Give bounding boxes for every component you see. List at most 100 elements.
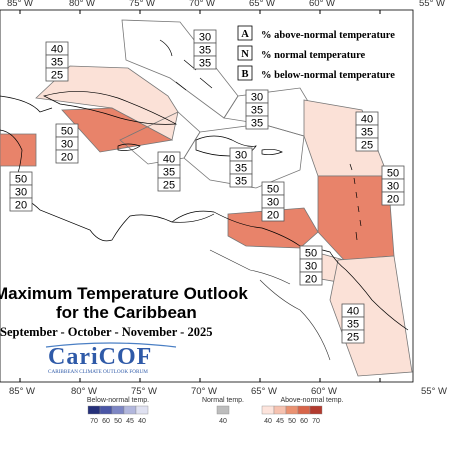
bottom-tick-label: 80° W bbox=[71, 386, 97, 397]
prob-normal-value: 30 bbox=[61, 139, 73, 151]
bottom-tick-label: 65° W bbox=[251, 386, 277, 397]
top-tick-label: 80° W bbox=[69, 0, 95, 9]
colorbar-swatch bbox=[297, 405, 311, 415]
prob-above-value: 30 bbox=[235, 150, 247, 162]
prob-below-value: 25 bbox=[163, 180, 175, 192]
zone-guianas bbox=[329, 255, 413, 377]
prob-cell bbox=[193, 55, 217, 70]
prob-below-value: 20 bbox=[15, 200, 27, 212]
colorbar-tick: 70 bbox=[90, 418, 98, 425]
colorbar-swatch bbox=[216, 405, 230, 415]
colorbar-swatch bbox=[309, 405, 323, 415]
colorbar-tick: 40 bbox=[219, 418, 227, 425]
prob-above-value: 30 bbox=[199, 32, 211, 44]
prob-above-value: 50 bbox=[387, 168, 399, 180]
colorbar: Below-normal temp. Normal temp. Above-no… bbox=[87, 397, 344, 425]
colorbar-tick: 45 bbox=[126, 418, 134, 425]
prob-below-value: 35 bbox=[251, 118, 263, 130]
colorbar-swatch bbox=[261, 405, 275, 415]
colorbar-tick: 60 bbox=[300, 418, 308, 425]
prob-below-value: 20 bbox=[267, 210, 279, 222]
top-axis: 85° W 80° W 75° W 70° W 65° W 60° W 55° … bbox=[7, 0, 445, 14]
prob-normal-value: 35 bbox=[235, 163, 247, 175]
legend-key-box bbox=[237, 25, 253, 41]
prob-below-value: 25 bbox=[361, 140, 373, 152]
colorbar-tick: 40 bbox=[264, 418, 272, 425]
logo-wordmark: CariCOF bbox=[48, 344, 152, 370]
prob-above-value: 50 bbox=[267, 184, 279, 196]
prob-cell bbox=[261, 207, 285, 222]
colorbar-swatch bbox=[285, 405, 299, 415]
colorbar-below-label: Below-normal temp. bbox=[87, 397, 149, 404]
colorbar-tick: 45 bbox=[276, 418, 284, 425]
bottom-tick-label: 85° W bbox=[9, 386, 35, 397]
prob-above-value: 50 bbox=[15, 174, 27, 186]
prob-above-value: 40 bbox=[163, 154, 175, 166]
legend-key: A bbox=[241, 29, 249, 40]
prob-normal-value: 30 bbox=[15, 187, 27, 199]
prob-cell bbox=[9, 197, 33, 212]
map-subtitle: for the Caribbean bbox=[56, 303, 197, 322]
logo-tagline: CARIBBEAN CLIMATE OUTLOOK FORUM bbox=[48, 369, 148, 375]
prob-below-value: 35 bbox=[235, 176, 247, 188]
bottom-tick-label: 60° W bbox=[311, 386, 337, 397]
prob-normal-value: 35 bbox=[51, 57, 63, 69]
legend-text: % above-normal temperature bbox=[261, 30, 395, 41]
caricof-logo: CariCOF CARIBBEAN CLIMATE OUTLOOK FORUM bbox=[45, 342, 177, 375]
top-tick-label: 75° W bbox=[129, 0, 155, 9]
prob-above-value: 50 bbox=[305, 248, 317, 260]
bottom-axis: 85° W 80° W 75° W 70° W 65° W 60° W 55° … bbox=[9, 378, 447, 397]
prob-cell bbox=[355, 137, 379, 152]
probability-boxes: 3035354035255030205030204035253035353035… bbox=[9, 29, 405, 344]
colorbar-tick: 50 bbox=[114, 418, 122, 425]
colorbar-swatch bbox=[123, 405, 137, 415]
prob-normal-value: 35 bbox=[251, 105, 263, 117]
prob-normal-value: 35 bbox=[347, 319, 359, 331]
prob-above-value: 50 bbox=[61, 126, 73, 138]
prob-above-value: 30 bbox=[251, 92, 263, 104]
legend-key: B bbox=[241, 69, 248, 80]
prob-cell bbox=[55, 149, 79, 164]
colorbar-tick: 50 bbox=[288, 418, 296, 425]
prob-below-value: 25 bbox=[51, 70, 63, 82]
zone-hispaniola bbox=[183, 123, 305, 189]
colorbar-swatch bbox=[273, 405, 287, 415]
zone-cuba-central bbox=[61, 107, 174, 153]
prob-normal-value: 35 bbox=[199, 45, 211, 57]
legend-text: % below-normal temperature bbox=[261, 70, 395, 81]
prob-above-value: 40 bbox=[51, 44, 63, 56]
prob-cell bbox=[45, 67, 69, 82]
bottom-tick-label: 75° W bbox=[131, 386, 157, 397]
legend-key-box bbox=[237, 45, 253, 61]
bottom-tick-label: 55° W bbox=[421, 386, 447, 397]
colorbar-swatch bbox=[111, 405, 125, 415]
prob-below-value: 20 bbox=[61, 152, 73, 164]
colorbar-swatch bbox=[135, 405, 149, 415]
prob-above-value: 40 bbox=[347, 306, 359, 318]
legend-key-box bbox=[237, 65, 253, 81]
prob-cell bbox=[341, 329, 365, 344]
top-tick-label: 70° W bbox=[189, 0, 215, 9]
prob-cell bbox=[245, 115, 269, 130]
map-title: Maximum Temperature Outlook bbox=[0, 284, 248, 303]
prob-cell bbox=[299, 271, 323, 286]
colorbar-swatch bbox=[87, 405, 101, 415]
prob-normal-value: 30 bbox=[267, 197, 279, 209]
legend: A % above-normal temperature N % normal … bbox=[237, 25, 395, 81]
zone-belize bbox=[0, 133, 37, 167]
colorbar-tick: 70 bbox=[312, 418, 320, 425]
legend-key: N bbox=[241, 49, 249, 60]
top-tick-label: 60° W bbox=[309, 0, 335, 9]
